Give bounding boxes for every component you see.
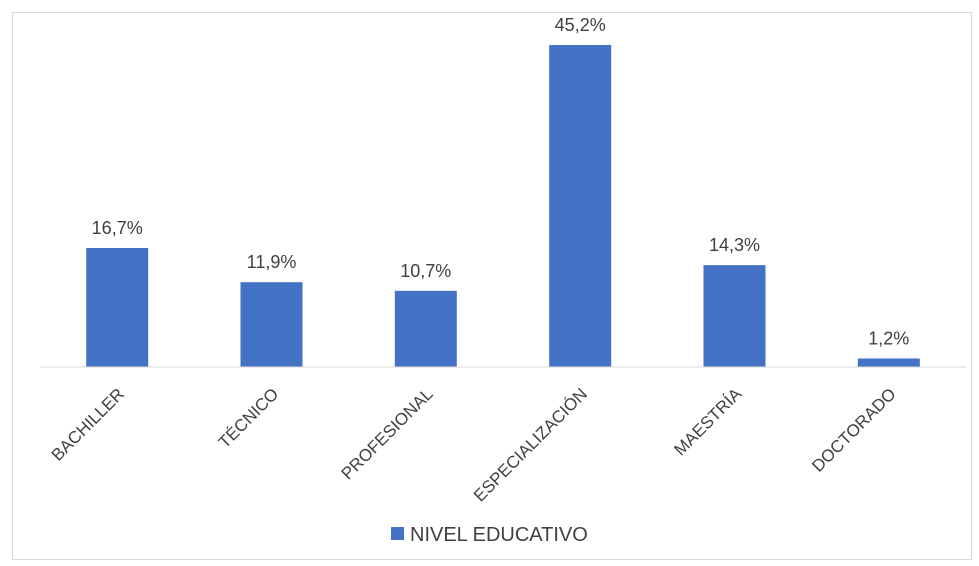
- data-label-doctorado: 1,2%: [868, 329, 909, 349]
- data-labels-layer: 16,7% 11,9% 10,7% 45,2% 14,3% 1,2%: [92, 15, 910, 349]
- data-label-maestría: 14,3%: [709, 235, 760, 255]
- bar-especialización: [549, 45, 612, 367]
- bar-bachiller: [86, 248, 149, 367]
- data-label-técnico: 11,9%: [247, 252, 297, 272]
- bar-técnico: [240, 282, 303, 367]
- legend-series-name: NIVEL EDUCATIVO: [410, 524, 588, 546]
- legend: NIVEL EDUCATIVO: [391, 524, 588, 546]
- chart-frame: [12, 12, 972, 560]
- x-tick-labels-layer: BACHILLER TÉCNICO PROFESIONAL ESPECIALIZACI…: [48, 384, 900, 505]
- bar-maestría: [703, 265, 766, 367]
- legend-swatch: [391, 527, 404, 540]
- x-tick-label-bachiller: BACHILLER: [48, 384, 128, 464]
- data-label-especialización: 45,2%: [555, 15, 606, 35]
- x-tick-label-maestría: MAESTRÍA: [670, 384, 745, 459]
- bar-profesional: [394, 290, 457, 367]
- x-tick-label-técnico: TÉCNICO: [215, 384, 283, 452]
- bar-doctorado: [857, 358, 920, 367]
- x-tick-label-especialización: ESPECIALIZACIÓN: [470, 384, 591, 505]
- x-tick-label-profesional: PROFESIONAL: [338, 384, 437, 483]
- data-label-bachiller: 16,7%: [92, 218, 143, 238]
- x-tick-label-doctorado: DOCTORADO: [808, 384, 899, 475]
- data-label-profesional: 10,7%: [400, 261, 451, 281]
- bars-layer: [86, 45, 920, 367]
